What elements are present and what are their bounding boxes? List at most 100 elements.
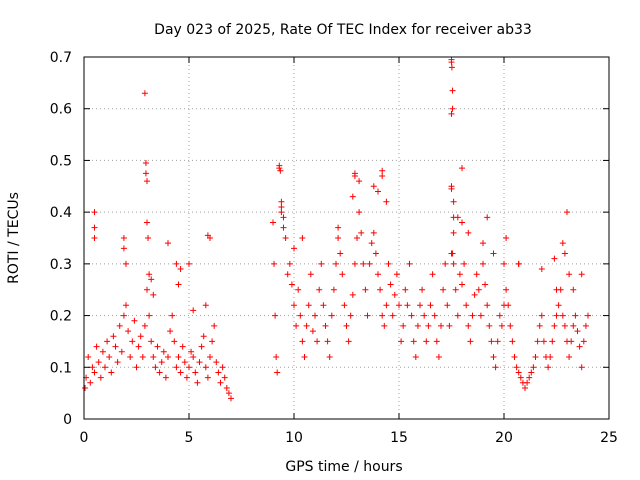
data-point [435,353,442,360]
data-point [377,286,384,293]
data-point [448,64,455,71]
data-point [349,193,356,200]
data-point [456,271,463,278]
data-point [135,343,142,350]
data-point [375,271,381,278]
data-point [446,322,453,329]
plot-frame [83,56,610,420]
data-point [547,353,554,360]
data-point [165,240,171,247]
data-point [370,229,377,236]
data-point [295,286,302,293]
data-point [282,235,289,241]
data-point [225,390,232,397]
data-point [293,322,300,329]
data-point [209,338,216,345]
data-point [330,286,337,293]
data-point [578,364,585,371]
data-point [202,302,209,309]
data-point [141,322,148,329]
data-point [532,353,539,360]
data-point [131,317,138,324]
x-tick-label: 20 [495,430,513,446]
data-point [448,110,455,117]
data-point [448,185,455,192]
data-point [372,250,379,257]
data-point [383,302,390,309]
data-point [417,302,423,309]
data-point [402,286,409,293]
data-point [574,328,581,335]
data-point [509,338,516,345]
data-point [173,260,180,267]
data-point [566,271,573,278]
data-point [271,260,278,267]
data-point [354,235,360,241]
data-point [192,369,199,376]
data-point [559,312,566,319]
data-point [345,338,352,345]
data-point [133,364,140,371]
data-point [515,369,522,376]
data-point [114,359,121,366]
x-tick-label: 10 [285,430,303,446]
data-point [120,245,127,252]
data-point [156,369,163,376]
data-point [482,281,489,288]
data-point [123,260,129,267]
data-point [324,338,331,345]
data-point [108,369,115,376]
data-point [551,322,558,329]
data-point [328,312,335,319]
data-point [572,312,579,319]
data-point [177,369,184,376]
data-point [511,353,518,360]
data-point [551,255,558,262]
data-point [303,322,310,329]
data-point [326,353,333,360]
data-point [387,281,394,288]
data-point [175,281,182,288]
data-point [207,235,213,241]
data-point [198,343,205,350]
data-point [549,338,556,345]
data-point [368,240,375,247]
data-point [410,338,417,345]
data-point [540,338,547,345]
data-point [272,312,279,319]
data-point [385,260,392,267]
data-point [125,328,132,335]
data-point [448,56,455,63]
data-point [160,348,167,355]
y-tick-label: 0.6 [50,102,72,118]
data-point [505,302,512,309]
data-point [553,286,560,293]
data-point [419,286,426,293]
data-point [498,322,505,329]
data-point [564,209,570,216]
data-point [120,312,127,319]
data-point [307,271,314,278]
data-point [123,302,129,309]
data-point [465,229,472,236]
data-point [585,312,591,319]
data-point [146,271,153,278]
data-point [427,302,434,309]
data-point [150,353,157,360]
data-point [490,250,497,257]
data-point [139,353,146,360]
data-point [104,338,111,345]
data-point [408,312,415,319]
data-point [202,364,209,371]
data-point [406,260,413,267]
data-point [450,198,457,205]
data-point [152,364,159,371]
data-point [454,214,461,221]
data-point [433,338,440,345]
data-point [284,271,291,278]
y-tick-label: 0.1 [50,360,72,376]
data-point [169,312,176,319]
data-point [582,322,589,329]
data-point [291,302,297,309]
